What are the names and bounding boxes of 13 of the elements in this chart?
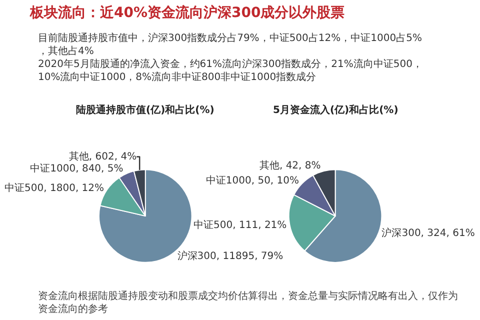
slice-label: 中证500, 111, 21% bbox=[194, 218, 287, 231]
slice-label: 沪深300, 11895, 79% bbox=[177, 250, 284, 262]
chart-title: 5月资金流入(亿)和占比(%) bbox=[273, 104, 398, 116]
chart-title: 陆股通持股市值(亿)和占比(%) bbox=[76, 104, 214, 116]
slice-label: 中证1000, 50, 10% bbox=[206, 174, 300, 187]
text: 板块流向：近40%资金流向沪深300成分以外股票 bbox=[29, 4, 345, 21]
slice-label: 中证500, 1800, 12% bbox=[4, 182, 104, 194]
slice-label: 其他, 42, 8% bbox=[259, 159, 321, 172]
slice-label: 中证1000, 840, 5% bbox=[30, 162, 124, 175]
slice-label: 沪深300, 324, 61% bbox=[382, 227, 475, 240]
slice-label: 其他, 602, 4% bbox=[68, 150, 137, 163]
text: 目前陆股通持股市值中，沪深300指数成分占79%，中证500占12%，中证1000占5%，其他占4% 2020年5月陆股通的净流入资金，约61%流向沪深300指数成分，21%流向中证500，10%流向中证1000，8%流向非中证800非中证1000指数成分 bbox=[38, 32, 422, 83]
text: 资金流向根据陆股通持股变动和股票成交均价估算得出，资金总量与实际情况略有出入，仅作为资金流向的参考 bbox=[38, 290, 458, 315]
